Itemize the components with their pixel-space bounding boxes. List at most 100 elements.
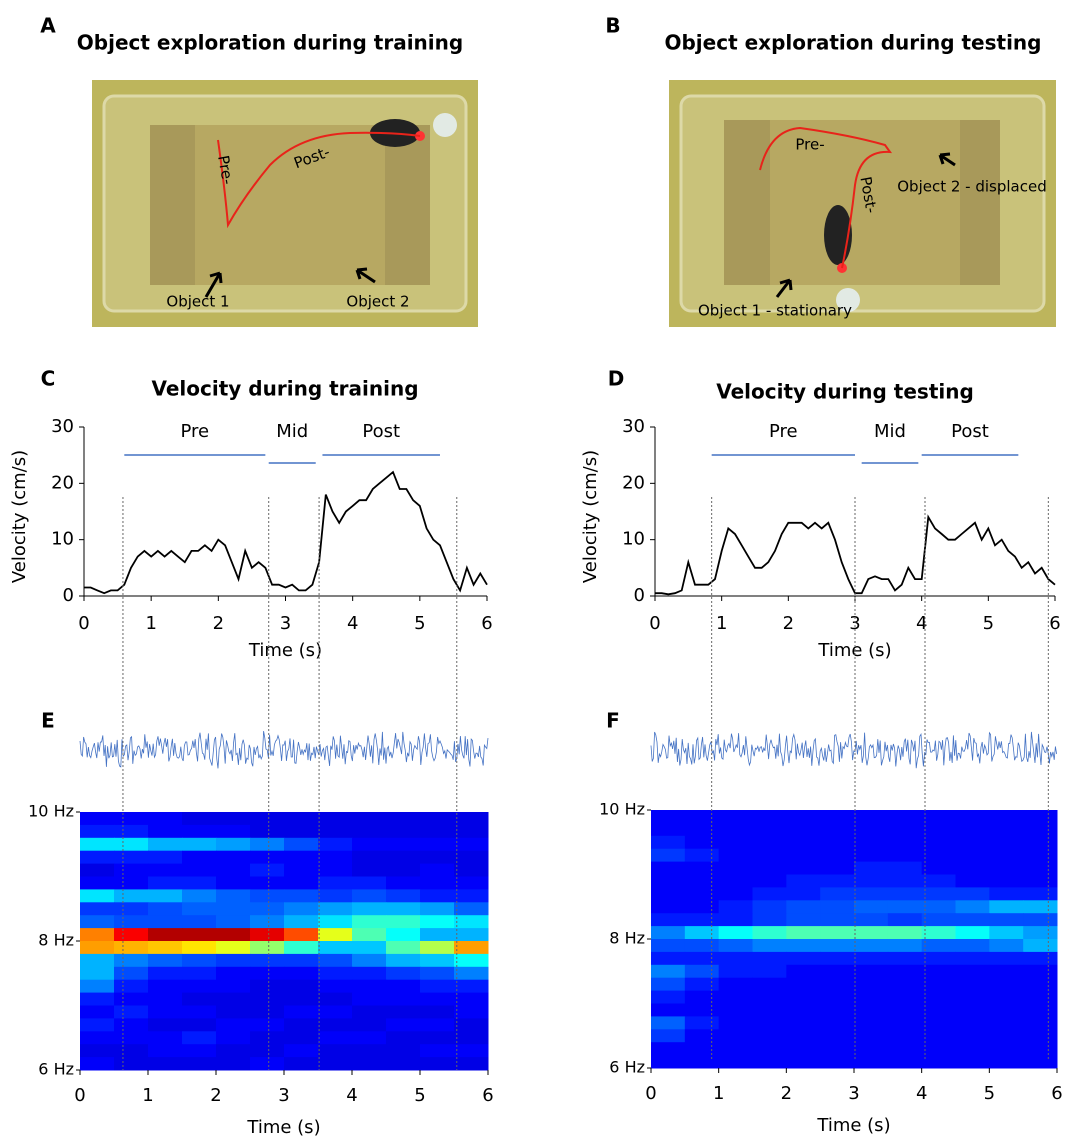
heatmap-cell <box>887 1003 923 1017</box>
heatmap-cell <box>752 1055 787 1069</box>
heatmap-cell <box>386 850 421 865</box>
heatmap-cell <box>989 926 1024 940</box>
heatmap-cell <box>786 848 821 863</box>
heatmap-cell <box>820 1055 855 1069</box>
heatmap-cell <box>318 915 353 929</box>
heatmap-cell <box>182 1044 217 1058</box>
heatmap-cell <box>786 1016 821 1030</box>
heatmap-cell <box>1023 977 1058 992</box>
heatmap-cell <box>786 913 821 927</box>
heatmap-cell <box>651 913 686 927</box>
heatmap-cell <box>454 824 489 839</box>
heatmap-cell <box>955 848 990 863</box>
heatmap-cell <box>786 1029 821 1043</box>
y-tick-label: 0 <box>634 585 645 606</box>
heatmap-cell <box>420 824 455 839</box>
heatmap-cell <box>318 876 353 890</box>
heatmap-cell <box>182 966 217 981</box>
heatmap-cell <box>786 822 821 837</box>
heatmap-cell <box>284 824 319 839</box>
heatmap-cell <box>250 941 285 955</box>
heatmap-cell <box>216 1031 251 1045</box>
heatmap-cell <box>386 953 421 968</box>
heatmap-cell <box>114 889 149 903</box>
heatmap-cell <box>820 990 855 1004</box>
heatmap-cell <box>718 939 753 953</box>
heatmap-cell <box>318 1031 353 1045</box>
heatmap-cell <box>250 812 285 826</box>
heatmap-cell <box>114 953 149 968</box>
heatmap-cell <box>887 939 923 953</box>
x-axis-label: Time (s) <box>816 1115 890 1136</box>
heatmap-cell <box>420 812 455 826</box>
heatmap-cell <box>352 1057 387 1071</box>
heatmap-cell <box>352 1018 387 1032</box>
heatmap-cell <box>352 902 387 916</box>
heatmap-cell <box>318 928 353 942</box>
heatmap-cell <box>284 1044 319 1058</box>
heatmap-cell <box>114 941 149 955</box>
heatmap-cell <box>718 1055 753 1069</box>
y-tick-label: 10 Hz <box>599 800 645 819</box>
heatmap-cell <box>454 876 489 890</box>
heatmap-cell <box>651 848 686 863</box>
heatmap-cell <box>250 863 285 877</box>
heatmap-cell <box>114 850 149 865</box>
heatmap-cell <box>989 900 1024 914</box>
photo-label: Object 2 - displaced <box>897 178 1047 196</box>
heatmap-cell <box>284 928 319 942</box>
heatmap-cell <box>651 861 686 875</box>
heatmap-cell <box>216 1057 251 1071</box>
heatmap-cell <box>854 1042 889 1056</box>
heatmap-cell <box>752 913 787 927</box>
heatmap-cell <box>820 977 855 992</box>
heatmap-cell <box>386 863 421 877</box>
heatmap-cell <box>352 876 387 890</box>
heatmap-cell <box>318 1044 353 1058</box>
heatmap-cell <box>854 1003 889 1017</box>
heatmap-cell <box>420 992 455 1006</box>
heatmap-cell <box>887 913 923 927</box>
heatmap-cell <box>989 990 1024 1004</box>
heatmap-cell <box>921 951 956 966</box>
heatmap-cell <box>820 874 855 888</box>
x-tick-label: 2 <box>210 1085 221 1106</box>
heatmap-cell <box>454 863 489 877</box>
heatmap-cell <box>786 926 821 940</box>
heatmap-cell <box>820 861 855 875</box>
heatmap-cell <box>182 1018 217 1032</box>
heatmap-cell <box>854 874 889 888</box>
heatmap-cell <box>148 1057 183 1071</box>
heatmap-cell <box>820 900 855 914</box>
heatmap-cell <box>684 990 720 1004</box>
heatmap-cell <box>80 863 115 877</box>
heatmap-cell <box>420 837 455 852</box>
heatmap-cell <box>420 953 455 968</box>
heatmap-cell <box>114 812 149 826</box>
heatmap-cell <box>684 900 720 914</box>
heatmap-cell <box>352 1005 387 1019</box>
heatmap-cell <box>284 902 319 916</box>
heatmap-cell <box>752 1016 787 1030</box>
heatmap-cell <box>820 964 855 979</box>
x-tick-label: 6 <box>481 613 492 634</box>
heatmap-cell <box>752 990 787 1004</box>
heatmap-cell <box>216 1018 251 1032</box>
heatmap-cell <box>820 1029 855 1043</box>
heatmap-cell <box>1023 874 1058 888</box>
heatmap-cell <box>854 926 889 940</box>
heatmap-cell <box>318 992 353 1006</box>
heatmap-cell <box>284 1018 319 1032</box>
heatmap-cell <box>420 1044 455 1058</box>
heatmap-cell <box>786 874 821 888</box>
heatmap-cell <box>1023 887 1058 901</box>
heatmap-cell <box>352 966 387 981</box>
heatmap-cell <box>989 835 1024 850</box>
y-tick-label: 6 Hz <box>609 1058 645 1077</box>
heatmap-cell <box>718 900 753 914</box>
heatmap-cell <box>148 941 183 955</box>
heatmap-cell <box>955 822 990 837</box>
heatmap-cell <box>684 926 720 940</box>
x-axis-label: Time (s) <box>248 640 322 661</box>
y-tick-label: 30 <box>51 416 74 437</box>
